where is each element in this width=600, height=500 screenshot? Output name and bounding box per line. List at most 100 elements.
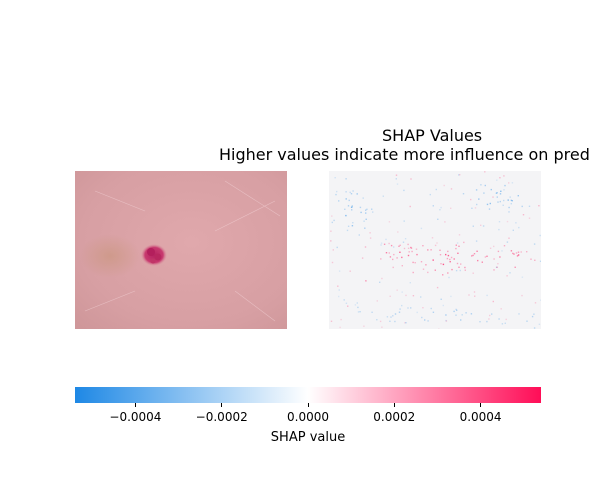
shap-pixel <box>489 247 492 249</box>
shap-pixel <box>534 259 536 261</box>
shap-pixel <box>450 207 452 209</box>
shap-pixel <box>442 263 445 266</box>
shap-pixel <box>526 251 528 253</box>
shap-pixel <box>381 277 383 280</box>
colorbar-tick-label: 0.0004 <box>459 410 502 424</box>
shap-pixel <box>528 217 531 219</box>
shap-pixel <box>401 291 403 293</box>
shap-pixel <box>461 314 463 316</box>
shap-pixel <box>379 320 382 323</box>
shap-pixel <box>394 313 397 315</box>
shap-pixel <box>392 266 394 269</box>
shap-pixel <box>359 311 361 313</box>
shap-pixel <box>410 247 413 249</box>
shap-pixel <box>448 276 450 279</box>
shap-pixel <box>488 318 490 320</box>
shap-pixel <box>351 225 354 227</box>
shap-pixel <box>410 307 412 309</box>
shap-pixel <box>376 319 378 321</box>
shap-pixel <box>455 247 457 250</box>
shap-pixel <box>345 214 347 217</box>
shap-pixel <box>511 182 514 184</box>
shap-pixel <box>334 177 336 179</box>
shap-pixel <box>449 261 451 263</box>
shap-pixel <box>458 245 460 247</box>
shap-pixel <box>398 245 400 247</box>
shap-pixel <box>365 218 367 220</box>
shap-pixel <box>337 285 339 287</box>
shap-pixel <box>477 259 479 262</box>
shap-pixel <box>388 242 390 245</box>
shap-pixel <box>371 311 373 313</box>
shap-pixel <box>364 227 366 229</box>
shap-pixel <box>474 207 477 209</box>
shap-pixel <box>343 299 345 301</box>
shap-pixel <box>363 220 365 222</box>
shap-pixel <box>503 245 506 247</box>
shap-pixel <box>518 226 520 229</box>
shap-pixel <box>503 189 505 191</box>
shap-pixel <box>492 196 494 198</box>
colorbar-tick-mark <box>480 403 482 407</box>
shap-pixel <box>499 200 501 203</box>
shap-pixel <box>496 179 498 181</box>
shap-pixel <box>409 205 411 208</box>
shap-pixel <box>471 255 473 257</box>
shap-pixel <box>499 193 502 195</box>
shap-pixel <box>393 246 395 248</box>
shap-pixel <box>521 276 524 278</box>
shap-pixel <box>340 318 342 321</box>
shap-pixel <box>394 320 396 323</box>
shap-pixel <box>431 237 434 239</box>
shap-pixel <box>499 177 501 179</box>
shap-pixel <box>501 250 503 252</box>
shap-pixel <box>345 198 347 200</box>
shap-pixel <box>473 253 476 255</box>
shap-pixel <box>389 320 391 322</box>
shap-pixel <box>506 275 508 277</box>
shap-pixel <box>349 191 351 194</box>
shap-pixel <box>495 266 498 268</box>
shap-pixel <box>447 254 450 257</box>
shap-pixel <box>508 237 510 239</box>
shap-pixel <box>412 295 415 297</box>
shap-pixel <box>397 231 399 233</box>
shap-pixel <box>399 244 401 246</box>
shap-pixel <box>493 269 495 271</box>
shap-pixel <box>464 266 466 269</box>
shap-pixel <box>429 193 431 196</box>
shap-pixel <box>508 211 510 213</box>
shap-pixel <box>354 304 357 306</box>
shap-pixel <box>393 253 395 256</box>
shap-pixel <box>434 269 436 271</box>
shap-pixel <box>479 321 481 323</box>
shap-pixel <box>500 308 502 310</box>
colorbar-tick-label: −0.0004 <box>109 410 162 424</box>
shap-pixel <box>445 319 447 322</box>
shap-pixel <box>496 192 498 194</box>
shap-pixel <box>447 272 449 274</box>
shap-pixel <box>363 325 365 327</box>
shap-pixel <box>514 266 516 268</box>
shap-pixel <box>484 171 486 173</box>
shap-pixel <box>486 294 488 297</box>
shap-pixel <box>521 205 523 208</box>
shap-pixel <box>380 242 383 244</box>
shap-pixel <box>396 289 398 291</box>
shap-pixel <box>456 262 459 265</box>
shap-pixel <box>412 261 414 264</box>
shap-pixel <box>338 270 341 272</box>
shap-pixel <box>505 318 507 321</box>
shap-pixel <box>359 206 362 209</box>
shap-pixel <box>331 221 333 224</box>
shap-pixel <box>522 214 525 216</box>
shap-pixel <box>408 251 410 253</box>
shap-pixel <box>420 296 422 298</box>
shap-pixel <box>450 256 453 259</box>
shap-pixel <box>416 311 418 314</box>
shap-pixel <box>510 250 513 252</box>
shap-pixel <box>453 258 455 260</box>
shap-pixel <box>444 221 446 223</box>
shap-pixel <box>409 282 411 284</box>
shap-pixel <box>344 208 346 210</box>
